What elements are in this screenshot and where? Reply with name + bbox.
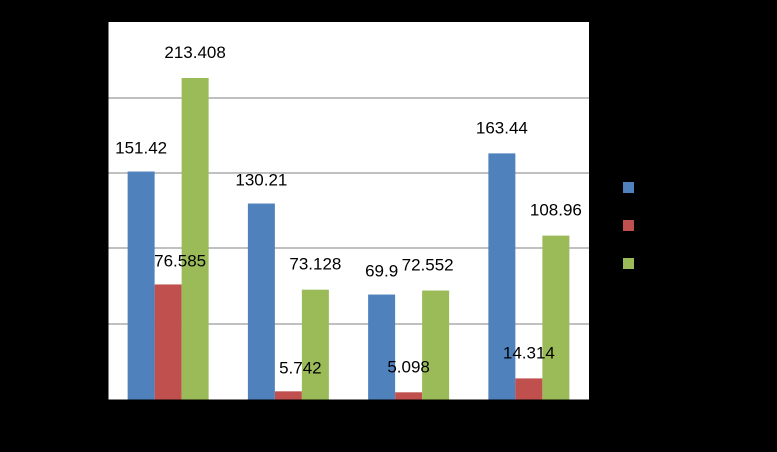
bar-series-1-cat-2 — [247, 203, 275, 400]
bar-series-2-cat-2 — [274, 391, 302, 400]
bar-series-1-cat-1 — [127, 171, 155, 400]
data-label-series-2-cat-3: 5.098 — [387, 357, 430, 376]
axes — [103, 21, 590, 406]
bar-series-2-cat-1 — [154, 284, 182, 400]
legend-marker-series-3 — [623, 258, 634, 269]
data-label-series-3-cat-4: 108.96 — [530, 201, 582, 220]
data-label-series-2-cat-4: 14.314 — [503, 343, 555, 362]
legend-marker-series-2 — [623, 220, 634, 231]
data-label-series-3-cat-1: 213.408 — [164, 43, 225, 62]
bar-series-3-cat-2 — [301, 289, 329, 400]
data-label-series-3-cat-3: 72.552 — [402, 256, 454, 275]
bar-series-1-cat-4 — [488, 153, 516, 400]
data-label-series-1-cat-4: 163.44 — [476, 118, 528, 137]
bar-series-3-cat-3 — [422, 290, 450, 400]
legend-marker-series-1 — [623, 182, 634, 193]
data-label-series-1-cat-2: 130.21 — [235, 171, 287, 190]
data-labels: 151.42 130.21 69.9 163.44 76.585 5.742 5.098 14… — [115, 43, 582, 377]
data-label-series-1-cat-1: 151.42 — [115, 139, 167, 158]
legend — [623, 182, 634, 269]
bar-series-3-cat-1 — [181, 78, 209, 400]
bar-series-2-cat-3 — [395, 392, 423, 400]
data-label-series-2-cat-2: 5.742 — [279, 358, 322, 377]
bars — [127, 78, 570, 400]
data-label-series-1-cat-3: 69.9 — [365, 262, 398, 281]
bar-series-3-cat-4 — [542, 235, 570, 400]
data-label-series-3-cat-2: 73.128 — [289, 255, 341, 274]
data-label-series-2-cat-1: 76.585 — [154, 251, 206, 270]
bar-series-1-cat-3 — [368, 294, 396, 400]
bar-series-2-cat-4 — [515, 378, 543, 400]
